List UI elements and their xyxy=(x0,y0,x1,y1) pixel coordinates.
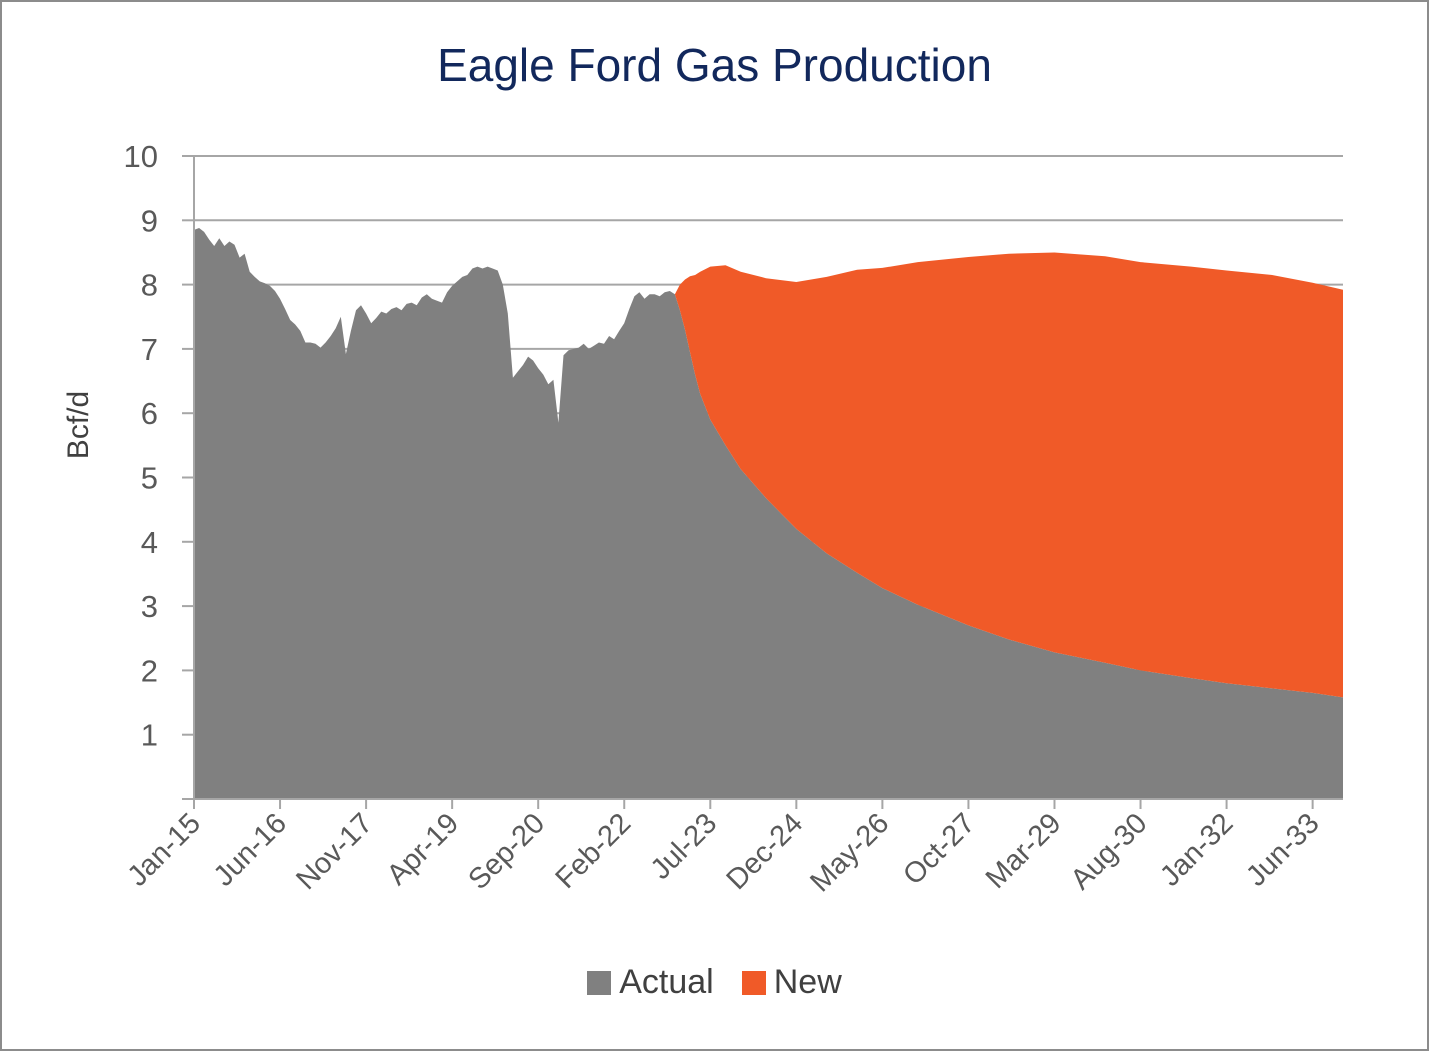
x-tick-label: Jun-33 xyxy=(1240,807,1325,892)
chart-title: Eagle Ford Gas Production xyxy=(437,39,992,91)
legend: Actual New xyxy=(0,963,1429,1004)
y-tick-label: 2 xyxy=(141,653,158,688)
legend-item-new: New xyxy=(741,963,842,1002)
y-tick-label: 8 xyxy=(141,268,158,303)
y-tick-label: 6 xyxy=(141,396,158,431)
y-tick-label: 5 xyxy=(141,461,158,496)
legend-swatch xyxy=(741,970,766,995)
area-actual xyxy=(194,228,1343,799)
x-tick-label: Apr-19 xyxy=(381,807,465,891)
x-tick-label: Jan-32 xyxy=(1154,807,1239,892)
y-axis-label: Bcf/d xyxy=(62,391,95,459)
x-tick-label: Jun-16 xyxy=(208,807,293,892)
y-tick-labels: 1 2 3 4 5 6 7 8 9 10 xyxy=(124,139,158,753)
y-tick-label: 10 xyxy=(124,139,158,174)
x-tick-label: Dec-24 xyxy=(721,807,810,896)
axes xyxy=(182,155,1343,809)
area-new xyxy=(674,252,1343,698)
legend-item-actual: Actual xyxy=(587,963,714,1002)
x-tick-label: May-26 xyxy=(804,807,895,898)
x-tick-label: Nov-17 xyxy=(290,807,379,896)
x-tick-label: Oct-27 xyxy=(897,807,981,891)
area-series xyxy=(194,228,1343,799)
x-tick-label: Jul-23 xyxy=(645,807,723,885)
x-tick-label: Jan-15 xyxy=(122,807,207,892)
y-tick-label: 1 xyxy=(141,718,158,753)
x-tick-label: Mar-29 xyxy=(980,807,1068,895)
legend-label: New xyxy=(773,963,842,1001)
y-tick-label: 3 xyxy=(141,589,158,624)
legend-label: Actual xyxy=(619,963,714,1001)
legend-swatch xyxy=(587,970,612,995)
y-tick-label: 9 xyxy=(141,203,158,238)
x-tick-label: Feb-22 xyxy=(550,807,638,895)
y-tick-label: 7 xyxy=(141,332,158,367)
x-tick-label: Sep-20 xyxy=(462,807,551,896)
x-tick-label: Aug-30 xyxy=(1065,807,1154,896)
y-tick-label: 4 xyxy=(141,525,158,560)
